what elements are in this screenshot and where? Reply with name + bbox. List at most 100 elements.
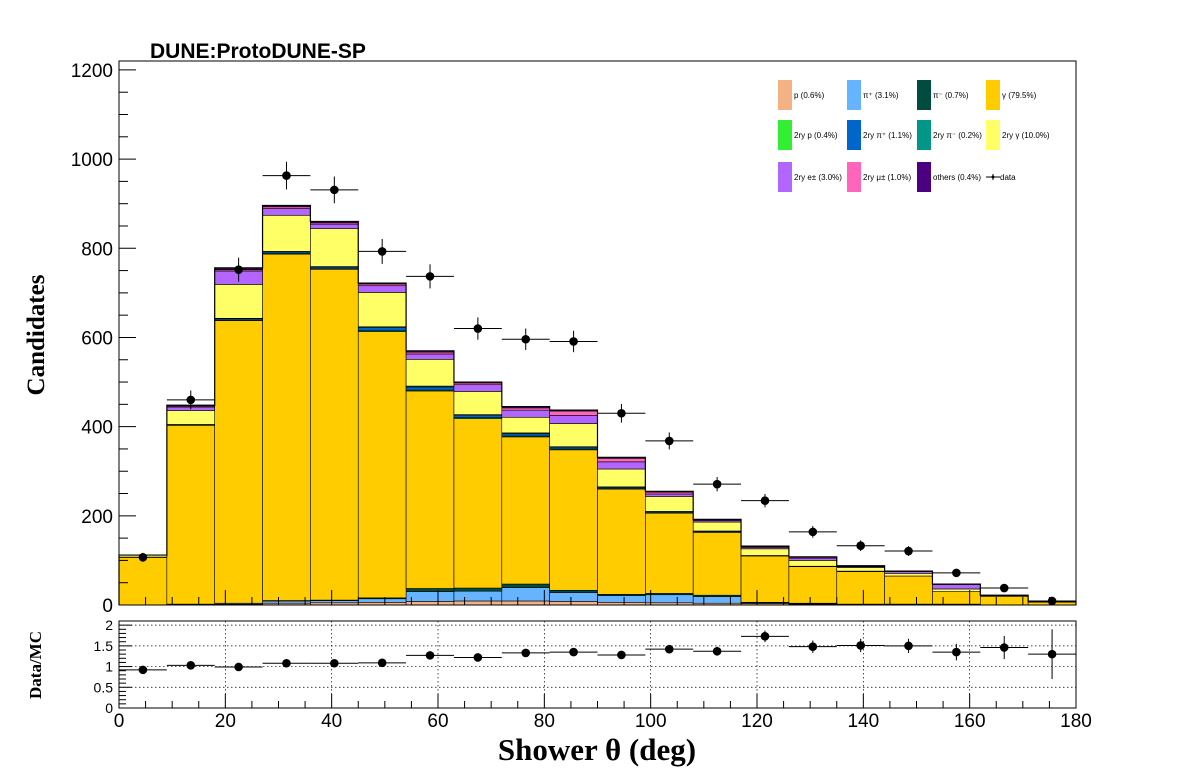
legend-swatch: [847, 162, 861, 192]
histogram-bar: [692, 532, 742, 596]
ratio-point: [904, 641, 913, 651]
data-point: [664, 436, 674, 446]
histogram-bar: [645, 594, 694, 604]
histogram-bar: [357, 327, 407, 332]
ratio-point: [1047, 649, 1057, 659]
histogram-bar: [357, 292, 407, 328]
ratio-plot: 00.511.520 20 40 60 80 100 120 140 160 180: [94, 617, 1092, 732]
histogram-bar: [884, 575, 933, 605]
data-point: [712, 479, 722, 489]
y-tick-label: 1200: [71, 61, 113, 82]
histogram-bar: [310, 223, 359, 229]
histogram-bar: [788, 560, 838, 567]
histogram-bar: [453, 384, 503, 392]
histogram-bar: [453, 590, 503, 602]
ratio-point: [473, 653, 483, 662]
histogram-bar: [453, 587, 503, 592]
data-point: [282, 171, 291, 180]
legend-swatch: [917, 80, 931, 110]
data-point: [521, 334, 531, 344]
legend-swatch: [778, 80, 792, 110]
histogram-bar: [645, 512, 694, 594]
ratio-y-tick-label: 2: [105, 617, 113, 633]
ratio-y-tick-label: 1: [105, 659, 113, 675]
data-point: [473, 324, 483, 333]
histogram-bar: [357, 285, 407, 293]
histogram-bar: [501, 433, 550, 437]
x-tick-label: 80: [534, 711, 555, 732]
histogram-bar: [214, 284, 263, 319]
histogram-bar: [597, 488, 646, 595]
histogram-bar: [405, 359, 455, 387]
histogram-bar: [501, 409, 550, 418]
ratio-point: [952, 647, 961, 657]
histogram-bar: [788, 557, 838, 561]
legend-label: π⁻ (0.7%): [933, 91, 969, 100]
histogram-bar: [405, 601, 455, 606]
legend-label: 2ry e± (3.0%): [794, 173, 842, 182]
legend-marker: [991, 175, 995, 179]
x-tick-label: 180: [1060, 711, 1092, 732]
histogram-bar: [214, 320, 263, 604]
legend-swatch: [847, 80, 861, 110]
histogram-bar: [405, 591, 455, 602]
legend-swatch: [778, 120, 792, 150]
histogram-bar: [597, 468, 646, 488]
data-point: [856, 541, 865, 550]
histogram-bar: [501, 407, 550, 411]
histogram-bar: [836, 567, 885, 572]
histogram-bar: [549, 592, 598, 602]
ratio-point: [617, 650, 626, 660]
data-point: [186, 395, 196, 405]
legend-swatch: [917, 162, 931, 192]
histogram-bar: [501, 587, 550, 602]
histogram-bar: [262, 208, 311, 216]
histogram-bar: [357, 598, 407, 603]
histogram-bar: [405, 390, 455, 589]
legend-label: γ (79.5%): [1002, 91, 1037, 100]
histogram-bar: [310, 268, 359, 601]
legend-label: π⁺ (3.1%): [863, 91, 899, 100]
y-axis-label: Candidates: [23, 274, 50, 395]
x-tick-label: 20: [215, 711, 236, 732]
data-point: [330, 185, 339, 195]
histogram-bar: [453, 391, 503, 415]
histogram-bar: [549, 415, 598, 424]
histogram-bar: [501, 436, 550, 585]
histogram-bar: [118, 556, 168, 606]
ratio-point: [712, 646, 722, 656]
data-point: [808, 527, 818, 537]
histogram-bar: [166, 410, 216, 425]
histogram-bar: [979, 596, 1029, 606]
histogram-bar: [884, 573, 933, 577]
histogram-bar: [262, 214, 311, 252]
data-point: [760, 496, 770, 505]
histogram-bar: [310, 228, 359, 267]
ratio-y-tick-label: 0: [105, 700, 113, 716]
data-point: [377, 247, 387, 256]
ratio-point: [138, 665, 148, 675]
legend-swatch: [778, 162, 792, 192]
y-tick-label: 200: [81, 507, 113, 528]
legend-swatch: [986, 80, 1000, 110]
y-tick-label: 1000: [71, 150, 113, 171]
ratio-point: [377, 658, 387, 668]
x-axis-label: Shower θ (deg): [498, 732, 696, 767]
ratio-y-tick-label: 0.5: [94, 679, 114, 695]
x-tick-label: 100: [635, 711, 667, 732]
ratio-point: [186, 661, 196, 670]
histogram-bar: [453, 414, 503, 419]
ratio-y-axis-label: Data/MC: [26, 631, 45, 699]
ratio-y-tick-label: 1.5: [94, 638, 114, 654]
data-point: [425, 272, 435, 281]
legend-swatch: [986, 120, 1000, 150]
histogram-bar: [405, 386, 455, 391]
histogram-bar: [549, 410, 598, 416]
ratio-point: [330, 658, 339, 668]
data-point: [1047, 596, 1057, 606]
ratio-frame: [118, 620, 1077, 709]
ratio-point: [664, 644, 674, 654]
legend-label: 2ry π⁻ (0.2%): [933, 131, 982, 140]
histogram-bar: [405, 353, 455, 360]
x-tick-label: 40: [321, 711, 342, 732]
